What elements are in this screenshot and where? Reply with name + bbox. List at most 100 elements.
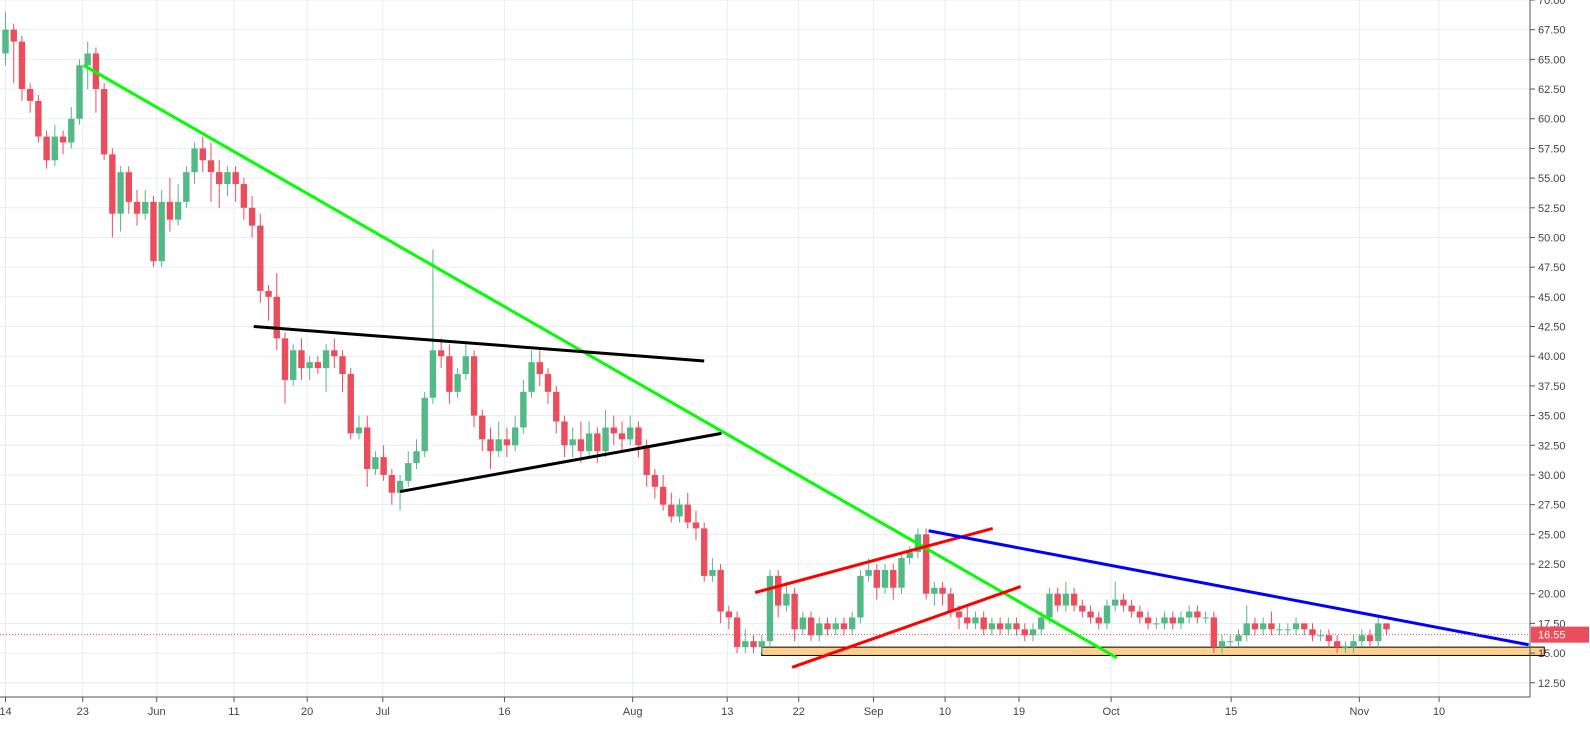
candle-body xyxy=(380,457,387,475)
candle-body xyxy=(972,617,979,624)
candle xyxy=(1087,605,1094,624)
candle xyxy=(199,136,206,173)
candle-body xyxy=(1185,611,1193,618)
x-tick-label: 10 xyxy=(1433,706,1445,718)
candle-body xyxy=(331,350,338,357)
candle-body xyxy=(799,617,807,630)
candle-body xyxy=(68,118,75,143)
candle-body xyxy=(1268,623,1275,630)
candle-body xyxy=(339,356,346,375)
candle xyxy=(1144,611,1152,630)
candle xyxy=(1210,611,1218,654)
candle-body xyxy=(388,474,396,493)
candle xyxy=(207,142,215,202)
candle-body xyxy=(1309,629,1316,636)
candle-body xyxy=(1251,623,1259,630)
candle xyxy=(479,409,486,452)
candle xyxy=(1029,623,1037,642)
x-tick-label: Oct xyxy=(1103,706,1120,718)
candle xyxy=(881,564,889,594)
candle-body xyxy=(224,172,231,185)
candle xyxy=(1013,617,1020,636)
candle-body xyxy=(511,427,519,446)
y-tick-label: 52.50 xyxy=(1538,203,1566,215)
candle-body xyxy=(1112,599,1119,606)
candle xyxy=(1120,593,1127,612)
candle xyxy=(873,564,881,600)
candle-body xyxy=(1054,593,1061,606)
candle xyxy=(1358,629,1365,648)
candle xyxy=(1284,623,1292,636)
candle-body xyxy=(1210,617,1218,648)
y-axis[interactable]: 12.5015.0017.5020.0022.5025.0027.5030.00… xyxy=(1529,0,1566,697)
candle xyxy=(26,83,34,113)
y-tick-label: 20.00 xyxy=(1538,589,1566,601)
candle xyxy=(1136,605,1144,624)
candle-body xyxy=(413,451,420,464)
candle xyxy=(1153,617,1160,630)
y-tick-label: 62.50 xyxy=(1538,84,1566,96)
candle xyxy=(92,47,100,113)
y-tick-label: 67.50 xyxy=(1538,25,1566,37)
candle-body xyxy=(1235,635,1242,642)
candle xyxy=(1292,617,1300,636)
candle-body xyxy=(446,356,453,392)
candle-body xyxy=(1038,617,1045,630)
candle-body xyxy=(437,350,445,357)
candle xyxy=(76,59,83,125)
candle-body xyxy=(1062,593,1070,606)
candle xyxy=(676,498,683,523)
candle-body xyxy=(774,575,782,606)
candle-body xyxy=(265,290,272,297)
y-tick-label: 27.50 xyxy=(1538,500,1566,512)
candle-body xyxy=(1259,623,1267,630)
y-tick-label: 37.50 xyxy=(1538,381,1566,393)
candle-body xyxy=(824,623,831,630)
candle-body xyxy=(931,587,938,594)
candle-body xyxy=(429,350,437,398)
candle-body xyxy=(996,623,1004,630)
candle xyxy=(890,564,897,600)
x-axis[interactable]: 14 23 Jun 11 20 Jul 16 Aug 13 22 Sep 10 19 Oct 15 Nov 10 xyxy=(0,696,1530,718)
candle-body xyxy=(503,439,511,446)
candle xyxy=(766,569,774,648)
candle-body xyxy=(1029,629,1037,636)
candle xyxy=(35,94,42,143)
candle-body xyxy=(174,201,182,220)
candle-body xyxy=(1227,641,1234,643)
candle-body xyxy=(421,397,428,452)
candle xyxy=(996,617,1004,636)
candle-body xyxy=(158,201,165,262)
candle-body xyxy=(783,593,790,606)
candle xyxy=(1317,629,1324,642)
candle-body xyxy=(1317,635,1324,637)
candle xyxy=(1301,623,1308,636)
x-tick-label: 10 xyxy=(939,706,951,718)
candle xyxy=(553,385,560,434)
candle xyxy=(257,213,264,303)
trendline xyxy=(791,585,1022,669)
candle xyxy=(569,427,576,458)
candle xyxy=(857,569,864,624)
support-zone-rect xyxy=(761,646,1545,656)
candle xyxy=(848,611,856,636)
candle xyxy=(248,195,256,238)
candle xyxy=(240,178,248,220)
candle-body xyxy=(585,433,593,452)
candle-body xyxy=(43,136,50,161)
candle xyxy=(939,581,946,606)
candle-body xyxy=(1153,623,1160,625)
candle-body xyxy=(18,41,26,90)
candle xyxy=(314,356,322,375)
candle-body xyxy=(766,575,774,642)
candle-body xyxy=(51,136,59,161)
candle-body xyxy=(865,569,872,576)
candle-body xyxy=(1301,623,1308,630)
candle xyxy=(183,166,190,208)
candle-body xyxy=(668,504,675,517)
candle xyxy=(1079,599,1086,618)
candle xyxy=(964,605,971,630)
candle xyxy=(1194,605,1201,624)
candle-body xyxy=(594,433,601,452)
